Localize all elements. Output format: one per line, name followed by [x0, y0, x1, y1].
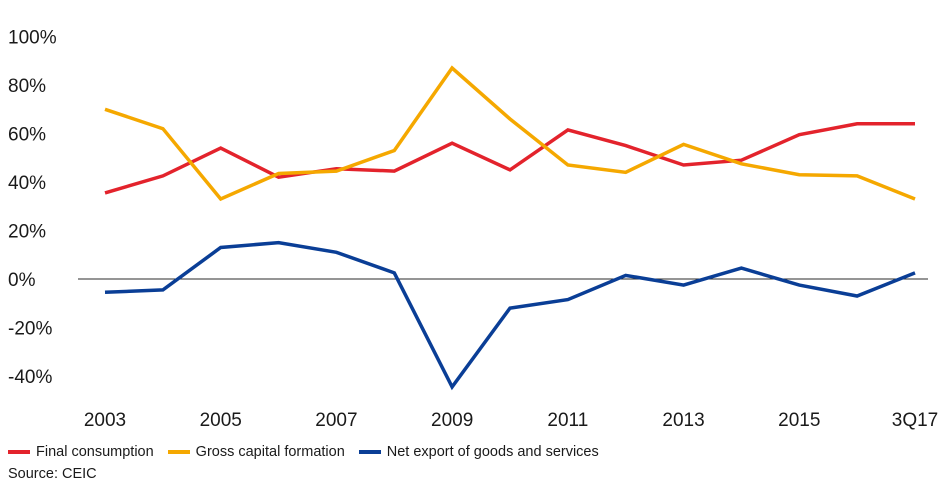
series-line-gross-capital-formation [104, 65, 916, 202]
legend-swatch [8, 450, 30, 454]
x-tick-label: 2003 [84, 410, 126, 431]
x-tick-label: 2011 [547, 410, 588, 431]
x-tick-label: 2007 [315, 410, 357, 431]
x-tick-label: 2005 [200, 410, 242, 431]
x-axis-tick-labels: 2003 2005 2007 2009 2011 2013 2015 3Q17 [84, 410, 938, 431]
y-tick-label: 20% [8, 222, 46, 243]
legend-item-final-consumption: Final consumption [8, 444, 154, 460]
x-tick-label: 2015 [778, 410, 820, 431]
x-tick-label: 2009 [431, 410, 473, 431]
y-tick-label: -20% [8, 319, 52, 340]
y-tick-label: 60% [8, 125, 46, 146]
series-lines [104, 65, 916, 391]
legend-label: Gross capital formation [195, 444, 345, 460]
source-note: Source: CEIC [8, 466, 97, 482]
series-line-net-export-of-goods-and-services [104, 240, 916, 391]
y-axis-tick-labels: 100% 80% 60% 40% 20% 0% -20% -40% [8, 28, 57, 389]
y-tick-label: -40% [8, 367, 52, 388]
legend-item-gross-capital-formation: Gross capital formation [167, 444, 345, 460]
y-tick-label: 80% [8, 76, 46, 97]
legend-swatch [358, 450, 381, 454]
x-tick-label: 3Q17 [892, 410, 938, 431]
legend-item-net-export: Net export of goods and services [358, 444, 599, 460]
legend-swatch [167, 450, 190, 454]
legend-label: Final consumption [36, 444, 154, 460]
x-tick-label: 2013 [662, 410, 704, 431]
y-tick-label: 100% [8, 28, 57, 49]
y-tick-label: 40% [8, 173, 46, 194]
legend-label: Net export of goods and services [386, 444, 599, 460]
series-line-final-consumption [104, 122, 915, 195]
y-tick-label: 0% [8, 270, 36, 291]
legend: Final consumption Gross capital formatio… [8, 444, 613, 460]
